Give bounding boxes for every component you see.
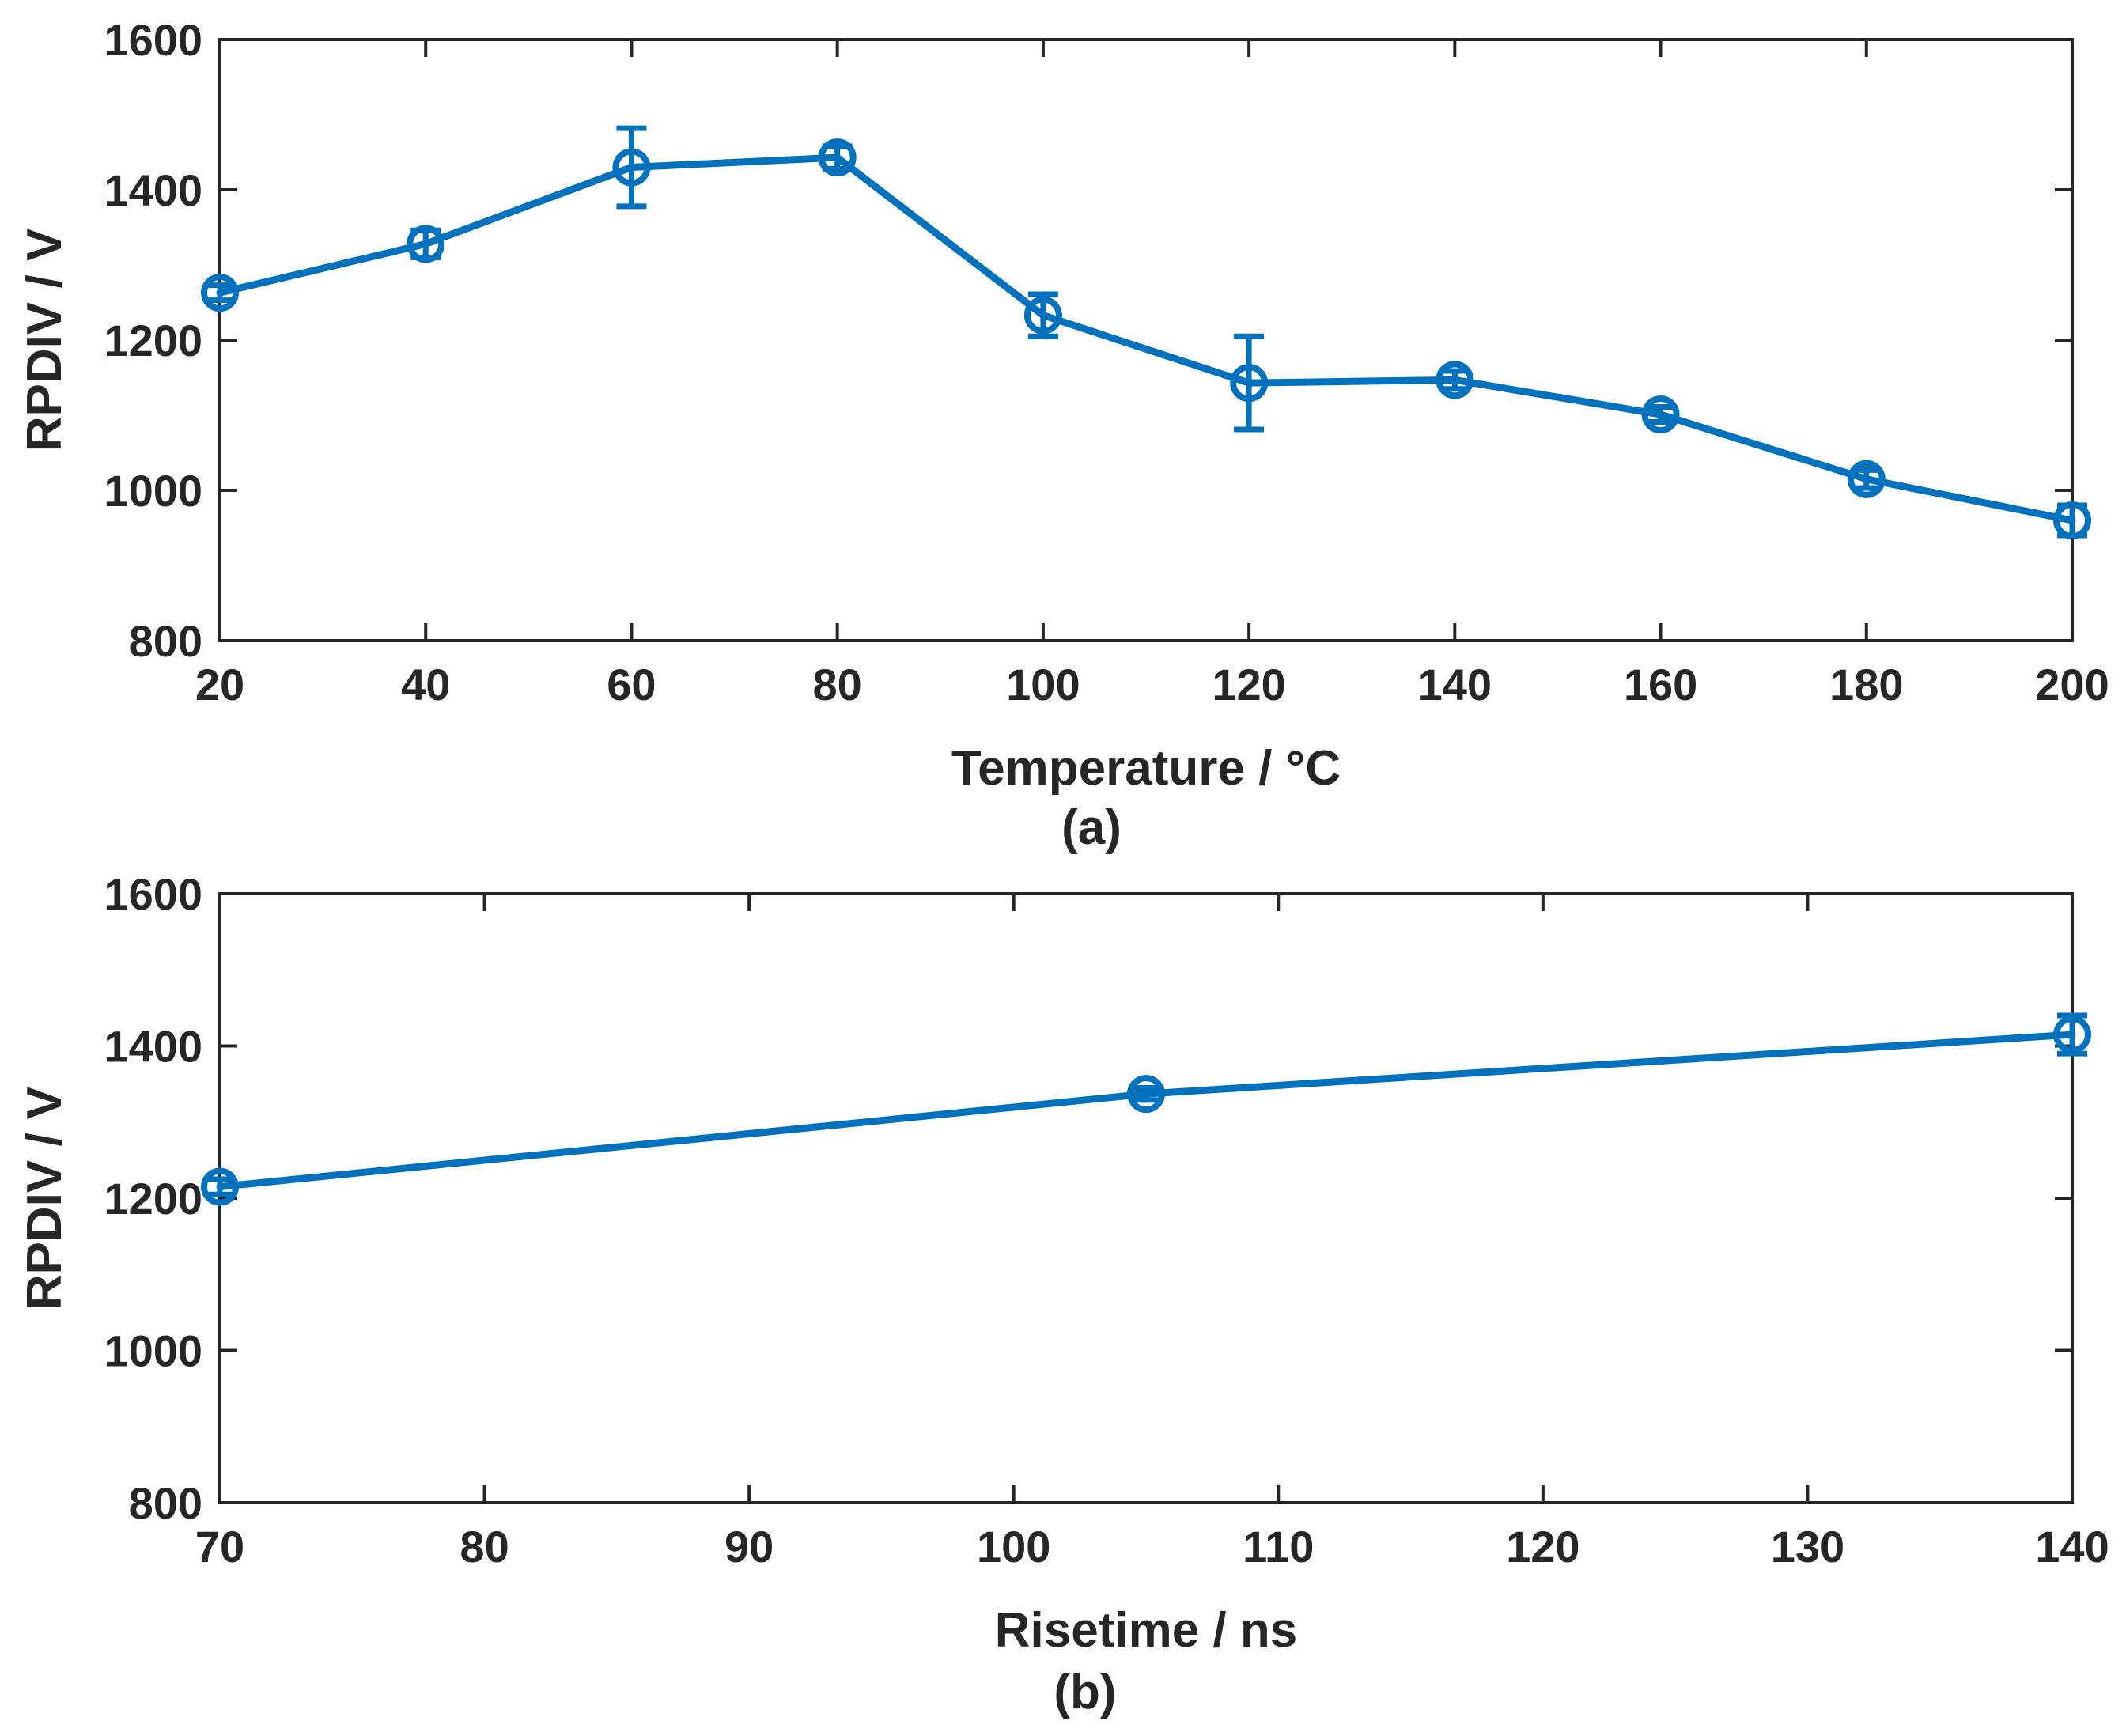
panel-b-y-tick-label: 1600 [104, 869, 202, 919]
panel-a-x-tick-label: 20 [195, 660, 244, 709]
panel-a-data-point [1641, 395, 1680, 434]
panel-a-data-point [1023, 296, 1062, 335]
panel-b-y-tick-label: 1200 [104, 1174, 202, 1224]
panel-b-data-point [201, 1167, 239, 1206]
panel-b-y-tick-label: 1000 [104, 1326, 202, 1376]
panel-b-y-axis-label: RPDIV / V [17, 1087, 72, 1311]
panel-b-x-tick-label: 90 [724, 1522, 774, 1571]
panel-a-data-point [1436, 361, 1474, 399]
panel-a: 20 40 60 80 100 120 140 160 180 200 800 1000 1200 140… [17, 15, 2109, 855]
panel-b: 70 80 90 100 110 120 130 140 800 1000 1200 1400 1600… [17, 869, 2109, 1719]
panel-a-y-tick-label: 1400 [104, 165, 202, 215]
panel-b-x-axis-label: Risetime / ns [995, 1603, 1297, 1658]
panel-b-x-tick-label: 80 [460, 1522, 509, 1571]
panel-a-x-axis-label: Temperature / °C [951, 741, 1341, 796]
panel-b-ticks: 70 80 90 100 110 120 130 140 800 1000 1200 1400 1600 [104, 869, 2109, 1571]
panel-a-y-tick-label: 800 [129, 616, 202, 666]
panel-a-data-point [818, 138, 857, 177]
panel-a-data-point [201, 274, 239, 312]
panel-a-x-tick-label: 200 [2035, 660, 2109, 709]
panel-a-x-tick-label: 120 [1212, 660, 1285, 709]
panel-a-y-axis-label: RPDIV / V [17, 229, 72, 452]
panel-b-x-tick-label: 100 [977, 1522, 1050, 1571]
panel-a-y-tick-label: 1200 [104, 316, 202, 365]
panel-b-y-tick-label: 1400 [104, 1022, 202, 1072]
panel-b-x-tick-label: 70 [195, 1522, 244, 1571]
panel-b-caption: (b) [1054, 1665, 1116, 1719]
panel-a-x-tick-label: 140 [1418, 660, 1492, 709]
panel-b-x-tick-label: 140 [2035, 1522, 2109, 1571]
panel-a-y-tick-label: 1600 [104, 15, 202, 65]
panel-b-y-tick-label: 800 [129, 1478, 202, 1528]
panel-b-x-tick-label: 120 [1506, 1522, 1579, 1571]
panel-a-x-tick-label: 40 [401, 660, 450, 709]
panel-a-x-tick-label: 180 [1829, 660, 1903, 709]
panel-a-series-line [216, 153, 2076, 524]
panel-a-x-tick-label: 80 [813, 660, 862, 709]
panel-b-data-point [2053, 1016, 2091, 1054]
panel-a-x-tick-label: 160 [1624, 660, 1697, 709]
panel-a-series [201, 125, 2091, 539]
panel-a-x-tick-label: 100 [1006, 660, 1080, 709]
panel-a-data-point [612, 148, 651, 187]
panel-b-series [201, 1012, 2091, 1206]
panel-a-ticks: 20 40 60 80 100 120 140 160 180 200 800 1000 1200 140… [104, 15, 2109, 709]
panel-a-caption: (a) [1061, 800, 1122, 855]
panel-a-x-tick-label: 60 [607, 660, 656, 709]
panel-b-x-tick-label: 110 [1243, 1522, 1314, 1571]
panel-b-data-point [1127, 1075, 1165, 1114]
panel-b-x-tick-label: 130 [1771, 1522, 1844, 1571]
panel-a-data-point [1230, 364, 1269, 403]
panel-a-data-point [407, 225, 445, 263]
panel-a-data-point [2053, 501, 2091, 539]
panel-a-y-tick-label: 1000 [104, 466, 202, 516]
panel-a-data-point [1847, 460, 1886, 498]
